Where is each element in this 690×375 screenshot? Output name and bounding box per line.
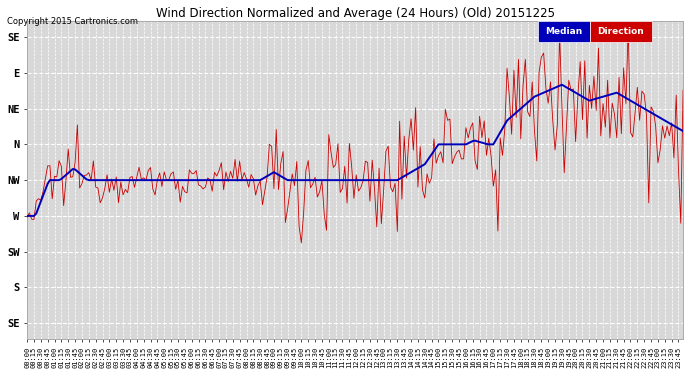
Text: Direction: Direction [598, 27, 644, 36]
Text: Copyright 2015 Cartronics.com: Copyright 2015 Cartronics.com [7, 17, 138, 26]
Title: Wind Direction Normalized and Average (24 Hours) (Old) 20151225: Wind Direction Normalized and Average (2… [155, 7, 555, 20]
Text: Median: Median [545, 27, 582, 36]
